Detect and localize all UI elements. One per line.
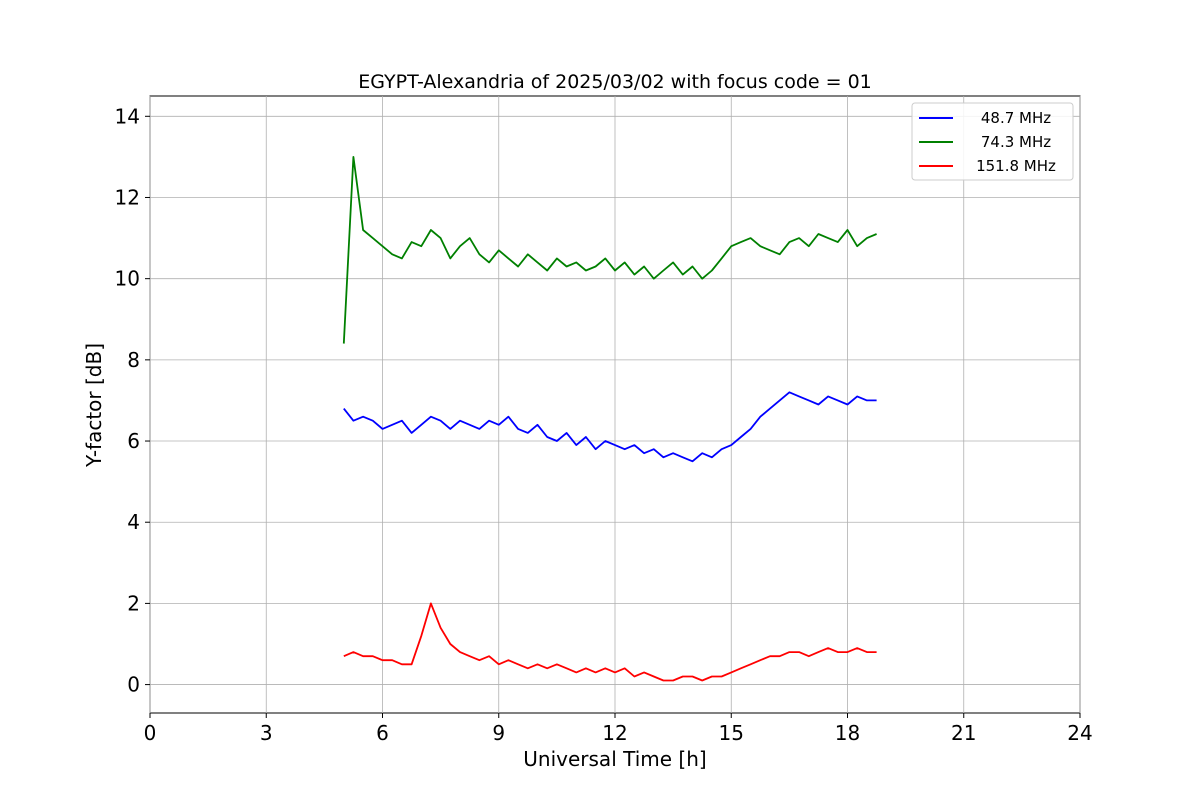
- y-axis-label: Y-factor [dB]: [82, 343, 106, 468]
- x-tick-label: 6: [376, 721, 389, 745]
- y-tick-label: 6: [127, 429, 140, 453]
- grid: [149, 96, 1081, 713]
- y-tick-label: 4: [127, 510, 140, 534]
- y-tick-label: 14: [115, 104, 140, 128]
- x-tick-label: 0: [144, 721, 157, 745]
- legend-label: 48.7 MHz: [981, 109, 1051, 127]
- y-tick-label: 12: [115, 185, 140, 209]
- chart-title: EGYPT-Alexandria of 2025/03/02 with focu…: [358, 71, 872, 93]
- y-tick-label: 8: [127, 348, 140, 372]
- series-layer: [342, 155, 877, 682]
- y-tick-label: 10: [115, 267, 140, 291]
- y-tick-label: 2: [127, 591, 140, 615]
- legend-label: 74.3 MHz: [981, 133, 1051, 151]
- y-tick-label: 0: [127, 673, 140, 697]
- x-tick-label: 15: [719, 721, 744, 745]
- x-axis-label: Universal Time [h]: [523, 747, 706, 771]
- series-line-1: [343, 391, 877, 463]
- legend: 48.7 MHz 74.3 MHz 151.8 MHz: [911, 102, 1074, 181]
- x-tick-label: 3: [260, 721, 273, 745]
- x-tick-label: 24: [1067, 721, 1092, 745]
- legend-label: 151.8 MHz: [976, 157, 1056, 175]
- x-tick-label: 21: [951, 721, 976, 745]
- x-tick-label: 12: [602, 721, 627, 745]
- series-line-2: [342, 155, 877, 344]
- x-tick-label: 18: [835, 721, 860, 745]
- x-tick-label: 9: [492, 721, 505, 745]
- legend-box: [911, 102, 1074, 181]
- series-line-3: [343, 602, 877, 682]
